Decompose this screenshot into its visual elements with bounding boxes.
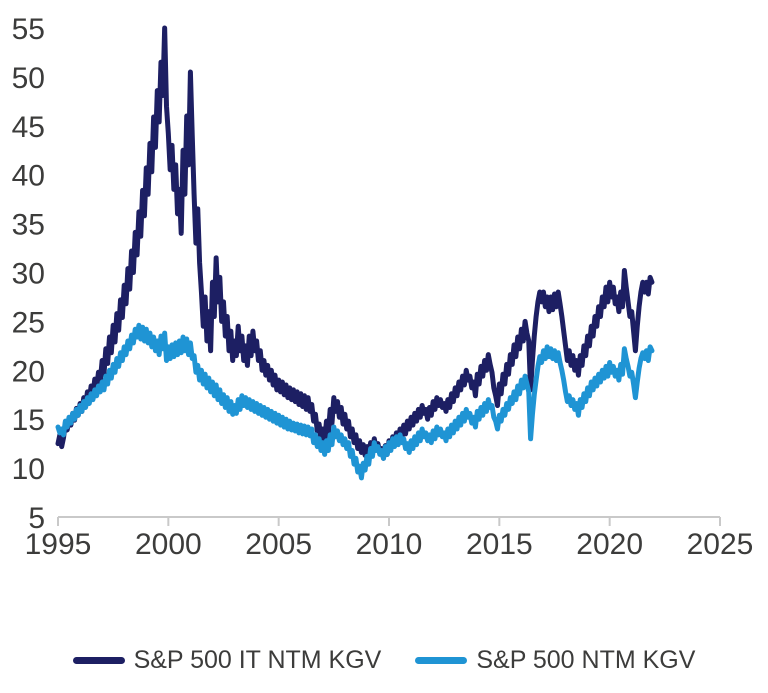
y-tick-label: 50: [12, 62, 45, 95]
legend-swatch-icon-1: [415, 657, 468, 664]
y-tick-label: 55: [12, 13, 45, 46]
legend-item-1[interactable]: S&P 500 NTM KGV: [415, 648, 695, 673]
x-tick-label: 2015: [466, 528, 533, 561]
series-line-0: [55, 25, 655, 461]
x-tick-label: 2005: [245, 528, 312, 561]
y-tick-label: 45: [12, 111, 45, 144]
y-tick-label: 10: [12, 453, 45, 486]
plot-area: 5 10 15 20 25 30 35 40 45 50 55 1995 2000 2005 2010 201…: [12, 13, 754, 561]
series-line-1: [55, 322, 655, 481]
y-tick-label: 30: [12, 258, 45, 291]
x-tick-label: 2025: [687, 528, 754, 561]
y-tick-label: 20: [12, 355, 45, 388]
legend-label-1: S&P 500 NTM KGV: [476, 646, 696, 674]
legend-label-0: S&P 500 IT NTM KGV: [133, 646, 382, 674]
y-tick-label: 25: [12, 306, 45, 339]
y-tick-label: 35: [12, 209, 45, 242]
y-tick-label: 40: [12, 160, 45, 193]
chart-legend: S&P 500 IT NTM KGV S&P 500 NTM KGV: [0, 648, 768, 673]
y-tick-label: 5: [28, 502, 45, 535]
x-tick-label: 1995: [25, 528, 92, 561]
y-tick-label: 15: [12, 404, 45, 437]
legend-item-0[interactable]: S&P 500 IT NTM KGV: [72, 646, 382, 674]
x-tick-label: 2020: [576, 528, 643, 561]
x-tick-label: 2010: [356, 528, 423, 561]
x-tick-label: 2000: [135, 528, 202, 561]
legend-swatch-icon-0: [72, 657, 125, 664]
